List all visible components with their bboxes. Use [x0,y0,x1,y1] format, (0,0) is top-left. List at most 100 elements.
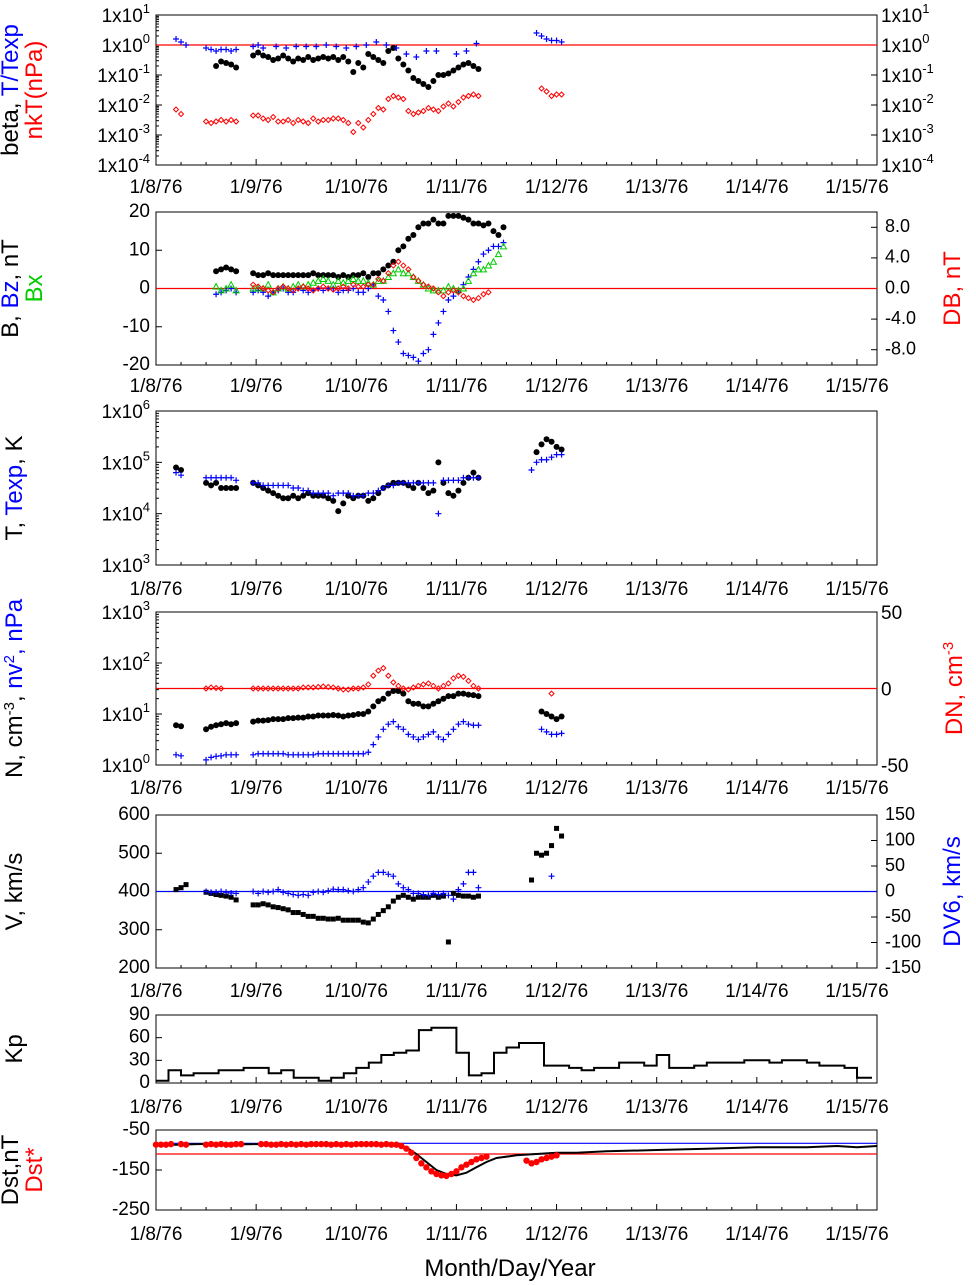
data-point [425,731,432,738]
data-point [213,268,220,275]
data-point [213,48,220,54]
data-point [330,916,336,922]
y-tick-label: 1x100 [102,751,150,777]
data-point [470,869,477,876]
data-point [292,1141,300,1148]
data-point [444,282,453,290]
data-point [404,269,413,277]
data-point [380,106,387,113]
x-tick-label: 1/11/76 [425,778,487,799]
data-point [360,711,367,717]
data-point [494,250,503,258]
data-point [445,296,452,303]
data-point [259,685,267,692]
x-tick-label: 1/9/76 [230,778,283,799]
data-point [420,891,427,898]
data-point [445,693,452,700]
data-point [315,712,322,719]
data-point [415,736,422,743]
data-point [340,750,347,757]
data-point [375,911,381,917]
data-point [280,495,287,502]
data-point [380,60,387,66]
data-point [425,892,432,899]
right-axis-label: DV6, km/s [939,836,966,947]
data-point [405,235,412,242]
y-tick-label: 1x102 [102,649,150,675]
y-axis-label: Dst,nT [0,1134,24,1205]
data-point [463,48,470,54]
data-point [233,720,240,727]
data-point [308,1140,315,1148]
data-point [375,487,382,494]
data-point [455,892,461,898]
data-point [435,698,442,705]
x-tick-label: 1/10/76 [325,1097,388,1118]
data-point [553,1152,560,1159]
data-point [350,281,357,288]
data-point [333,43,340,50]
data-point [420,681,427,688]
y-tick-label: 1x101 [102,1,150,27]
data-point [290,485,297,491]
data-point [483,1153,490,1160]
series-0 [213,45,482,90]
x-tick-label: 1/13/76 [625,376,688,397]
data-point [350,712,357,719]
x-tick-label: 1/9/76 [230,579,283,600]
data-point [455,672,462,679]
data-point [360,289,367,296]
data-point [233,485,240,491]
y-tick-label: 1x10-3 [881,121,934,147]
data-point [405,266,412,273]
data-point [380,664,387,672]
data-point [310,115,317,122]
series-2 [202,664,555,697]
data-point [330,684,337,691]
data-point [218,266,225,273]
data-point [315,888,322,895]
data-point [423,1164,430,1171]
data-point [290,58,297,65]
x-tick-label: 1/15/76 [825,1224,888,1245]
data-point [218,752,225,759]
data-point [538,33,545,39]
data-point [330,886,337,893]
data-point [420,479,427,486]
data-point [305,913,311,919]
data-point [223,720,230,727]
data-point [218,58,225,65]
data-point [274,118,282,125]
data-point [480,291,487,298]
data-point [395,258,402,265]
data-point [285,907,291,913]
data-point [182,1141,190,1148]
data-point [548,731,555,738]
data-point [270,750,277,757]
data-point [290,910,296,916]
data-point [445,70,452,77]
data-point [445,490,452,497]
data-point [528,1160,535,1167]
data-point [325,116,332,124]
y-tick-label: 500 [118,842,150,863]
data-point [430,78,437,84]
series-line [156,1026,872,1082]
data-point [300,492,307,499]
data-point [380,296,387,303]
data-point [385,48,392,54]
x-tick-label: 1/15/76 [825,778,888,799]
data-point [237,1140,245,1148]
data-point [399,269,408,277]
data-point [470,722,477,729]
data-point [390,718,397,725]
data-point [173,36,180,42]
x-tick-label: 1/14/76 [725,177,788,198]
data-point [385,482,392,489]
data-point [440,695,447,702]
x-tick-label: 1/11/76 [425,1224,487,1245]
y-tick-label: 8.0 [885,216,910,236]
x-tick-label: 1/9/76 [230,981,283,1002]
data-point [207,119,215,127]
data-point [330,492,337,499]
